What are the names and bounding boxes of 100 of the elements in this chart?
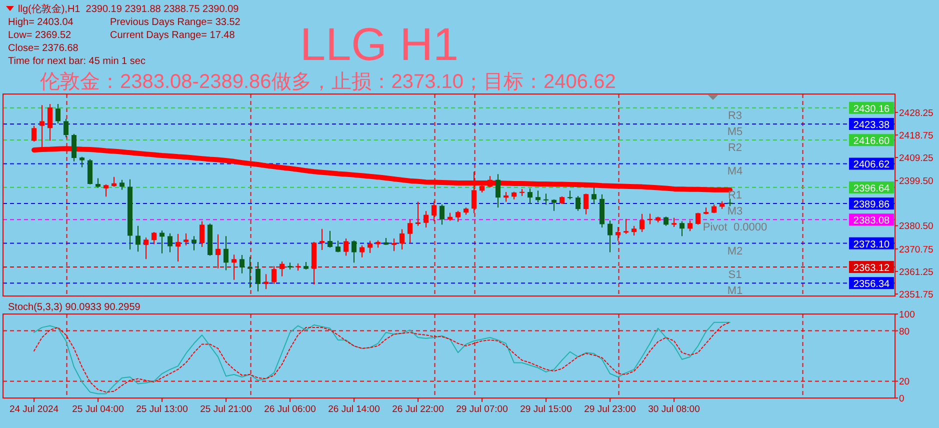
annotation: 2356.34	[853, 279, 890, 290]
text: Close= 2376.68	[8, 43, 79, 54]
annotation: 2396.64	[853, 183, 890, 194]
x-tick-label: 26 Jul 14:00	[328, 404, 380, 415]
candlestick	[104, 184, 108, 198]
candlestick	[320, 228, 324, 250]
candlestick	[624, 218, 628, 234]
annotation: 2373.10	[853, 239, 890, 250]
candlestick	[344, 238, 348, 256]
candlestick	[136, 225, 140, 252]
text: Current Days Range= 17.48	[110, 30, 236, 41]
ref-line-label: R1	[728, 189, 742, 202]
x-tick-label: 29 Jul 07:00	[456, 404, 508, 415]
candlestick	[664, 216, 668, 226]
candlestick	[200, 220, 204, 248]
text: Previous Days Range= 33.52	[110, 17, 241, 28]
candlestick	[248, 256, 252, 288]
candlestick	[280, 260, 284, 277]
annotation: 2406.62	[853, 160, 890, 171]
candlestick	[680, 220, 684, 237]
candlestick	[360, 244, 364, 258]
candlestick	[176, 233, 180, 262]
candlestick	[32, 125, 36, 142]
candlestick	[592, 186, 596, 204]
text: Low= 2369.52	[8, 30, 72, 41]
y-tick-label: 2418.75	[899, 130, 934, 142]
ref-line-label: S1	[728, 268, 742, 281]
annotation: 2389.86	[853, 200, 890, 211]
candlestick	[152, 232, 156, 245]
x-tick-label: 26 Jul 06:00	[264, 404, 316, 415]
candlestick	[224, 236, 228, 271]
candlestick	[392, 238, 396, 252]
text: llg(伦敦金),H1 2390.19 2391.88 2388.75 2390.09	[18, 3, 240, 15]
candlestick	[336, 240, 340, 253]
candlestick	[72, 133, 76, 162]
candlestick	[608, 220, 612, 253]
candlestick	[488, 175, 492, 188]
candlestick	[216, 234, 220, 269]
candlestick	[584, 193, 588, 215]
x-tick-label: 24 Jul 2024	[9, 404, 59, 415]
candlestick	[696, 212, 700, 226]
candlestick	[400, 228, 404, 250]
x-tick-label: 25 Jul 04:00	[72, 404, 124, 415]
ref-line-label: R2	[728, 142, 742, 154]
y-tick-label: 2351.75	[899, 289, 934, 300]
candlestick	[552, 198, 556, 212]
y-tick-label: 2428.25	[899, 108, 934, 119]
candlestick	[88, 158, 92, 185]
candlestick	[120, 179, 124, 190]
candlestick	[352, 240, 356, 264]
candlestick	[64, 118, 68, 138]
candlestick	[568, 190, 572, 200]
chart-title: Stoch(5,3,3) 90.0933 90.2959	[8, 302, 141, 313]
candlestick	[632, 225, 636, 236]
candlestick	[168, 232, 172, 253]
candlestick	[48, 103, 52, 142]
candlestick	[160, 230, 164, 254]
y-tick-label: 2409.25	[899, 152, 934, 164]
x-tick-label: 25 Jul 21:00	[200, 404, 252, 415]
candlestick	[328, 230, 332, 248]
ref-line-label: M3	[727, 206, 743, 218]
ref-line-label: M5	[727, 126, 743, 138]
candlestick	[416, 201, 420, 226]
annotation: 2363.12	[853, 262, 890, 274]
candlestick	[528, 188, 532, 204]
y-tick-label: 0	[899, 394, 904, 404]
candlestick	[112, 176, 116, 188]
candlestick	[576, 195, 580, 212]
candlestick	[688, 220, 692, 232]
ref-line-label: M4	[727, 166, 743, 178]
candlestick	[184, 232, 188, 246]
candlestick	[368, 240, 372, 254]
chart-title: LLG H1	[300, 18, 459, 70]
y-tick-label: 2380.50	[899, 221, 934, 232]
candlestick	[456, 210, 460, 222]
candlestick	[504, 192, 508, 202]
ref-line-label: Pivot 0.0000	[702, 222, 768, 234]
y-tick-label: 80	[899, 326, 910, 338]
y-tick-label: 100	[899, 310, 915, 320]
candlestick	[424, 210, 428, 228]
x-tick-label: 29 Jul 23:00	[584, 404, 636, 415]
annotation: 2416.60	[853, 136, 890, 148]
y-tick-label: 20	[899, 376, 910, 388]
text: High= 2403.04	[8, 17, 74, 28]
y-tick-label: 2370.75	[899, 244, 934, 256]
ref-line-label: M2	[727, 245, 743, 258]
candlestick	[544, 193, 548, 206]
candlestick	[232, 254, 236, 280]
ref-line-label: R3	[728, 110, 742, 122]
annotation: 2383.08	[853, 216, 890, 227]
annotation: 2423.38	[853, 120, 890, 131]
text: Time for next bar: 45 min 1 sec	[8, 56, 146, 67]
y-tick-label: 2361.25	[899, 266, 934, 278]
candlestick	[536, 190, 540, 203]
candlestick	[496, 174, 500, 208]
x-tick-label: 29 Jul 15:00	[520, 404, 572, 415]
candlestick	[264, 274, 268, 290]
candlestick	[256, 261, 260, 292]
candlestick	[672, 217, 676, 228]
y-tick-label: 2399.50	[899, 176, 934, 188]
